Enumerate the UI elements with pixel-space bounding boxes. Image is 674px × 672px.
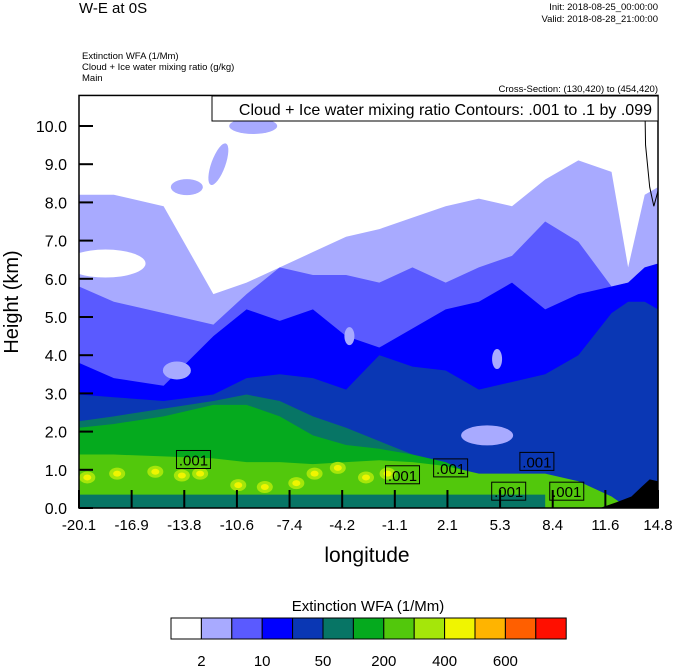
hotspot-core	[292, 480, 301, 487]
x-tick-label: 5.3	[490, 517, 511, 534]
colorbar-label: 50	[315, 653, 332, 667]
cloud-patch	[162, 361, 191, 380]
x-tick-label: -10.6	[220, 517, 254, 534]
hotspot-core	[333, 464, 342, 471]
x-tick-label: -4.2	[329, 517, 355, 534]
y-tick-label: 5.0	[45, 310, 67, 327]
hotspot-core	[196, 470, 205, 477]
hotspot-core	[113, 470, 122, 477]
contour-label-box	[491, 481, 527, 501]
contour-label-box	[433, 458, 469, 478]
hotspot-core	[310, 470, 319, 477]
contour-label-box	[385, 465, 421, 485]
colorbar-swatch	[383, 617, 415, 640]
hotspot-core	[151, 468, 160, 475]
y-tick-label: 7.0	[45, 234, 67, 251]
field-label-main: Main	[82, 73, 103, 84]
x-tick-label: 11.6	[591, 517, 619, 534]
colorbar-swatch	[413, 617, 446, 640]
colorbar-swatch	[170, 617, 202, 640]
colorbar-swatch	[504, 617, 537, 640]
colorbar-label: 400	[432, 653, 457, 667]
plot-title: W-E at 0S	[79, 0, 147, 17]
x-tick-label: -13.8	[167, 517, 201, 534]
y-tick-label: 4.0	[45, 348, 67, 365]
colorbar-swatch	[261, 617, 294, 640]
contour-line	[644, 95, 658, 207]
hotspot-core	[260, 483, 269, 490]
contour-label: .001	[552, 484, 581, 501]
x-tick-label: -20.1	[62, 517, 96, 534]
cloud-patch	[492, 349, 503, 370]
cloud-patch	[344, 327, 355, 346]
y-tick-label: 9.0	[45, 157, 67, 174]
x-tick-label: 14.8	[643, 517, 672, 534]
colorbar-label: 2	[197, 653, 205, 667]
x-tick-label: 2.1	[437, 517, 458, 534]
colorbar-label: 600	[493, 653, 518, 667]
hotspot-core	[362, 474, 371, 481]
x-axis-label: longitude	[324, 544, 409, 567]
cloud-patch	[170, 179, 203, 196]
cloud-patch	[461, 425, 514, 446]
axes: -20.1 -16.9 -13.8 -10.6 -7.4 -4.2 -1.1 2.1 5.3 8.…	[36, 94, 673, 534]
plot-area: .001.001.001.001.001.001	[79, 95, 658, 508]
y-axis-label: Height (km)	[1, 250, 23, 353]
contour-label-box	[175, 449, 211, 469]
colorbar-swatch	[292, 617, 324, 640]
colorbar-label: 200	[371, 653, 396, 667]
x-tick-label: -16.9	[115, 517, 149, 534]
cross-section-label: Cross-Section: (130,420) to (454,420)	[499, 84, 658, 95]
init-time: Init: 2018-08-25_00:00:00	[549, 2, 658, 13]
contour-label: .001	[179, 452, 208, 469]
colorbar-swatch	[474, 617, 506, 640]
colorbar-swatch	[535, 617, 567, 640]
x-tick-label: -1.1	[382, 517, 408, 534]
field-label-mixing-ratio: Cloud + Ice water mixing ratio (g/kg)	[82, 62, 234, 73]
y-tick-label: 2.0	[45, 425, 67, 442]
contour-legend: Cloud + Ice water mixing ratio Contours:…	[239, 102, 652, 119]
colorbar-swatch	[200, 617, 233, 640]
colorbar-label: 10	[254, 653, 271, 667]
colorbar-swatch	[231, 617, 263, 640]
y-tick-label: 10.0	[36, 119, 67, 136]
x-tick-label: -7.4	[277, 517, 303, 534]
contour-label: .001	[436, 461, 465, 478]
cloud-patch	[229, 118, 278, 134]
contour-label: .001	[494, 484, 523, 501]
hotspot-core	[234, 482, 243, 489]
plot-frame	[78, 94, 659, 509]
clear-air-patch	[79, 249, 146, 278]
colorbar-swatch	[322, 617, 354, 640]
colorbar: 2 10 50 200 400 600	[170, 617, 567, 670]
contour-label-box	[519, 451, 555, 471]
contour-label-box	[549, 481, 585, 501]
contour-label: .001	[522, 454, 551, 471]
hotspot-core	[83, 474, 92, 481]
y-tick-label: 6.0	[45, 272, 67, 289]
y-tick-label: 3.0	[45, 386, 67, 403]
colorbar-title: Extinction WFA (1/Mm)	[292, 598, 445, 615]
terrain	[599, 479, 658, 508]
surface-layer	[79, 494, 546, 508]
hotspot-core	[177, 472, 186, 479]
x-tick-label: 8.4	[542, 517, 563, 534]
colorbar-swatch	[444, 617, 476, 640]
contour-label: .001	[388, 468, 417, 485]
y-tick-label: 1.0	[45, 463, 67, 480]
y-tick-label: 8.0	[45, 195, 67, 212]
contour-legend-box	[211, 95, 659, 122]
field-label-extinction: Extinction WFA (1/Mm)	[82, 51, 179, 62]
cloud-patch	[208, 143, 229, 186]
y-tick-label: 0.0	[45, 501, 67, 518]
valid-time: Valid: 2018-08-28_21:00:00	[541, 14, 658, 25]
colorbar-swatch	[352, 617, 385, 640]
